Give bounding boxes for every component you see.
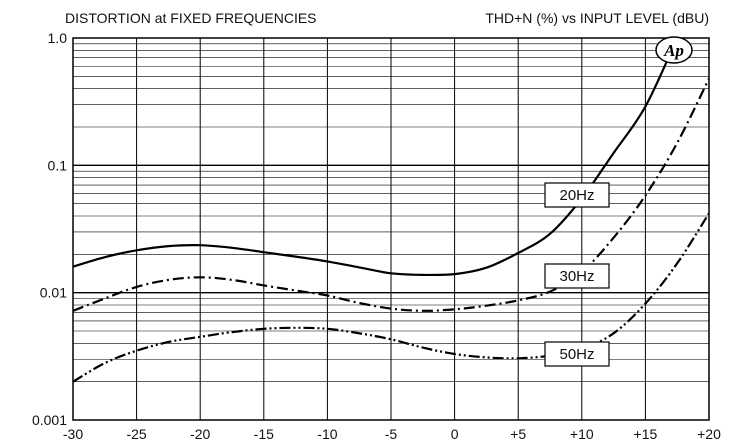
x-tick-label: -20	[190, 426, 210, 442]
ap-logo-text: Ap	[663, 41, 684, 60]
plot-frame	[72, 37, 710, 421]
y-tick-label: 0.1	[48, 157, 68, 173]
x-tick-label: -15	[254, 426, 274, 442]
x-tick-label: -30	[63, 426, 83, 442]
chart-title: DISTORTION at FIXED FREQUENCIES	[65, 10, 317, 26]
series-labels: 20Hz 30Hz 50Hz	[544, 182, 610, 367]
plot-grid	[73, 38, 709, 420]
series-label-box	[544, 182, 610, 208]
series-label-box	[544, 263, 610, 289]
y-tick-label: 0.001	[32, 412, 67, 428]
y-tick-label: 1.0	[48, 30, 68, 46]
series-line-30hz	[73, 78, 709, 312]
x-axis-ticks: -30 -25 -20 -15 -10 -5 0 +5 +10 +15 +20	[63, 426, 721, 442]
x-tick-label: +10	[570, 426, 594, 442]
chart-subtitle: THD+N (%) vs INPUT LEVEL (dBU)	[485, 10, 709, 26]
x-tick-label: 0	[451, 426, 459, 442]
x-tick-label: -10	[317, 426, 337, 442]
series-label-20hz: 20Hz	[559, 187, 594, 204]
x-tick-label: -25	[126, 426, 146, 442]
x-tick-label: +5	[510, 426, 526, 442]
x-tick-label: -5	[385, 426, 398, 442]
series-line-20hz	[73, 38, 679, 277]
series-label-box	[544, 341, 610, 367]
x-tick-label: +15	[634, 426, 658, 442]
x-tick-label: +20	[697, 426, 721, 442]
y-axis-ticks: 1.0 0.1 0.01 0.001	[32, 30, 67, 428]
ap-logo: Ap	[655, 36, 693, 64]
series-label-50hz: 50Hz	[559, 346, 594, 363]
y-tick-label: 0.01	[40, 285, 67, 301]
series-label-30hz: 30Hz	[559, 268, 594, 285]
